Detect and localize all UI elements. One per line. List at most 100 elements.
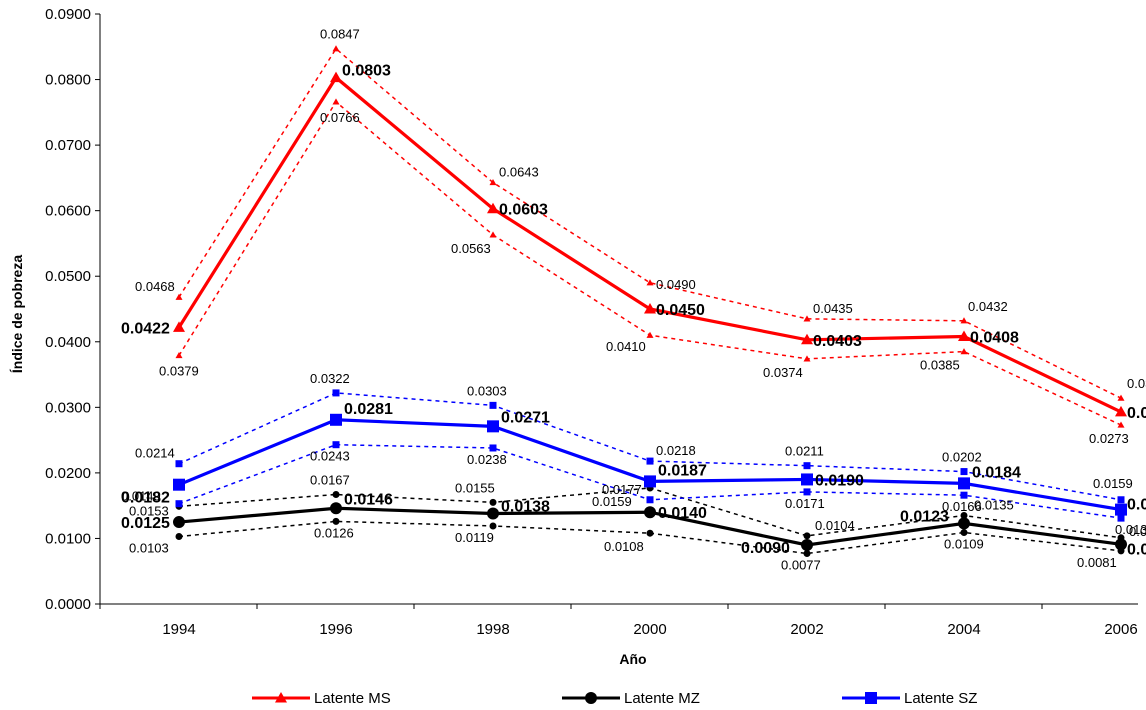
latente-ms-upper-label: 0.0847 <box>320 27 360 42</box>
latente-ms-lower-label: 0.0385 <box>920 358 960 373</box>
latente-ms-point <box>487 202 499 214</box>
latente-ms-data-label: 0.0408 <box>970 330 1019 347</box>
x-axis-title: Año <box>619 651 646 667</box>
latente-mz-upper-label: 0.0104 <box>815 518 855 533</box>
chart-data-labels: 0.0422 0.0803 0.0603 0.0450 0.0403 0.0408 0.02… <box>121 27 1146 573</box>
latente-sz-upper-label: 0.0159 <box>1093 476 1133 491</box>
latente-mz-lower-label: 0.0103 <box>129 540 169 555</box>
latente-mz-point <box>801 539 813 551</box>
latente-sz-point <box>330 413 342 426</box>
latente-ms-data-label: 0.0403 <box>813 333 862 350</box>
latente-mz-upper-label: 0.0167 <box>310 473 350 488</box>
latente-ms-lower-label: 0.0563 <box>451 241 491 256</box>
latente-ms-point <box>173 321 185 332</box>
latente-sz-lower-label: 0.0131 <box>1115 522 1146 537</box>
latente-ms-point <box>330 71 342 83</box>
latente-sz-point <box>644 475 656 488</box>
y-tick-label: 0.0700 <box>45 137 91 154</box>
latente-ms-upper-point <box>489 178 497 186</box>
y-tick-label: 0.0500 <box>45 268 91 285</box>
latente-sz-point <box>958 477 970 490</box>
latente-sz-data-label: 0.0144 <box>1127 497 1146 514</box>
latente-ms-lower-label: 0.0410 <box>606 339 646 354</box>
latente-ms-data-label: 0.0803 <box>342 63 391 80</box>
latente-ms-line <box>177 75 1122 414</box>
latente-mz-lower-label: 0.0081 <box>1077 555 1117 570</box>
latente-sz-point <box>801 473 813 486</box>
latente-mz-legend-label: Latente MZ <box>624 690 700 707</box>
latente-ms-point <box>644 303 656 314</box>
latente-ms-upper-point <box>332 45 340 52</box>
latente-sz-upper-point <box>1117 496 1125 504</box>
latente-ms-upper-point <box>960 317 968 324</box>
latente-sz-data-label: 0.0271 <box>501 409 550 426</box>
latente-mz-data-label: 0.0146 <box>344 491 393 508</box>
latente-sz-data-label: 0.0184 <box>972 464 1021 481</box>
latente-ms-upper-label: 0.0314 <box>1127 376 1146 391</box>
latente-mz-lower-label: 0.0109 <box>944 537 984 552</box>
latente-mz-data-label: 0.0091 <box>1127 541 1146 558</box>
latente-ms-data-label: 0.0422 <box>121 320 170 337</box>
latente-ms-legend-marker <box>275 692 287 703</box>
latente-ms-lower-point <box>960 348 968 355</box>
latente-mz-data-label: 0.0125 <box>121 515 170 532</box>
latente-sz-lower-label: 0.0243 <box>310 449 350 464</box>
latente-ms-lower-label: 0.0374 <box>763 365 803 380</box>
y-tick-label: 0.0400 <box>45 334 91 351</box>
latente-sz-lower-label: 0.0159 <box>592 494 632 509</box>
latente-ms-lower-point <box>489 231 497 238</box>
latente-ms-data-label: 0.0293 <box>1127 405 1146 422</box>
latente-ms-data-label: 0.0603 <box>499 202 548 219</box>
latente-ms-lower-point <box>803 355 811 362</box>
latente-sz-data-label: 0.0187 <box>658 462 707 479</box>
y-tick-label: 0.0600 <box>45 203 91 220</box>
latente-mz-legend-marker <box>585 692 597 704</box>
latente-ms-upper-point <box>803 315 811 322</box>
y-tick-label: 0.0300 <box>45 399 91 416</box>
latente-mz-upper-label: 0.0155 <box>455 480 495 495</box>
latente-mz-upper-label: 0.0135 <box>974 498 1014 513</box>
y-tick-label: 0.0900 <box>45 6 91 23</box>
latente-mz-upper-label: 0.0149 <box>121 488 161 503</box>
latente-sz-lower-point <box>175 500 183 508</box>
latente-mz-data-label: 0.0123 <box>900 508 949 525</box>
latente-ms-upper-label: 0.0490 <box>656 277 696 292</box>
latente-sz-upper-label: 0.0218 <box>656 443 696 458</box>
y-axis-title: Índice de pobreza <box>9 255 25 373</box>
latente-ms-upper-point <box>1117 394 1125 401</box>
latente-sz-lower-label: 0.0166 <box>942 499 982 514</box>
latente-mz-lower-point <box>646 529 654 537</box>
latente-ms-point <box>801 333 813 345</box>
latente-mz-upper-label: 0.0101 <box>1129 524 1146 539</box>
chart-legend: Latente MS Latente MZ Latente SZ <box>252 690 977 707</box>
latente-mz-data-label: 0.0140 <box>658 505 707 522</box>
latente-sz-upper-point <box>646 457 654 465</box>
latente-ms-upper-label: 0.0643 <box>499 164 539 179</box>
latente-mz-data-label: 0.0138 <box>501 499 550 516</box>
latente-ms-lower-point <box>332 98 340 105</box>
latente-ms-upper-label: 0.0468 <box>135 279 175 294</box>
latente-mz-lower-point <box>960 529 968 537</box>
x-tick-label: 2006 <box>1104 621 1137 638</box>
x-tick-label: 1994 <box>162 621 195 638</box>
latente-mz-upper-point <box>960 512 968 519</box>
x-tick-label: 2002 <box>790 621 823 638</box>
latente-sz-lower-point <box>960 491 968 499</box>
latente-mz-upper-label: 0.0177 <box>602 482 642 497</box>
latente-mz-point <box>1115 538 1127 551</box>
latente-mz-point <box>958 517 970 530</box>
latente-sz-upper-label: 0.0214 <box>135 446 175 461</box>
latente-ms-lower-label: 0.0766 <box>320 110 360 125</box>
latente-sz-upper-label: 0.0303 <box>467 383 507 398</box>
latente-sz-legend-marker <box>865 692 877 704</box>
latente-ms-lower-point <box>175 352 183 359</box>
latente-ms-point <box>1115 405 1127 417</box>
latente-sz-data-label: 0.0281 <box>344 401 393 418</box>
latente-sz-upper-label: 0.0211 <box>785 444 824 459</box>
latente-ms-lower-point <box>1117 421 1125 428</box>
latente-sz-upper-label: 0.0322 <box>310 371 350 386</box>
y-tick-label: 0.0200 <box>45 465 91 482</box>
latente-ms-upper-label: 0.0435 <box>813 301 853 316</box>
latente-mz-upper-point <box>332 491 340 499</box>
